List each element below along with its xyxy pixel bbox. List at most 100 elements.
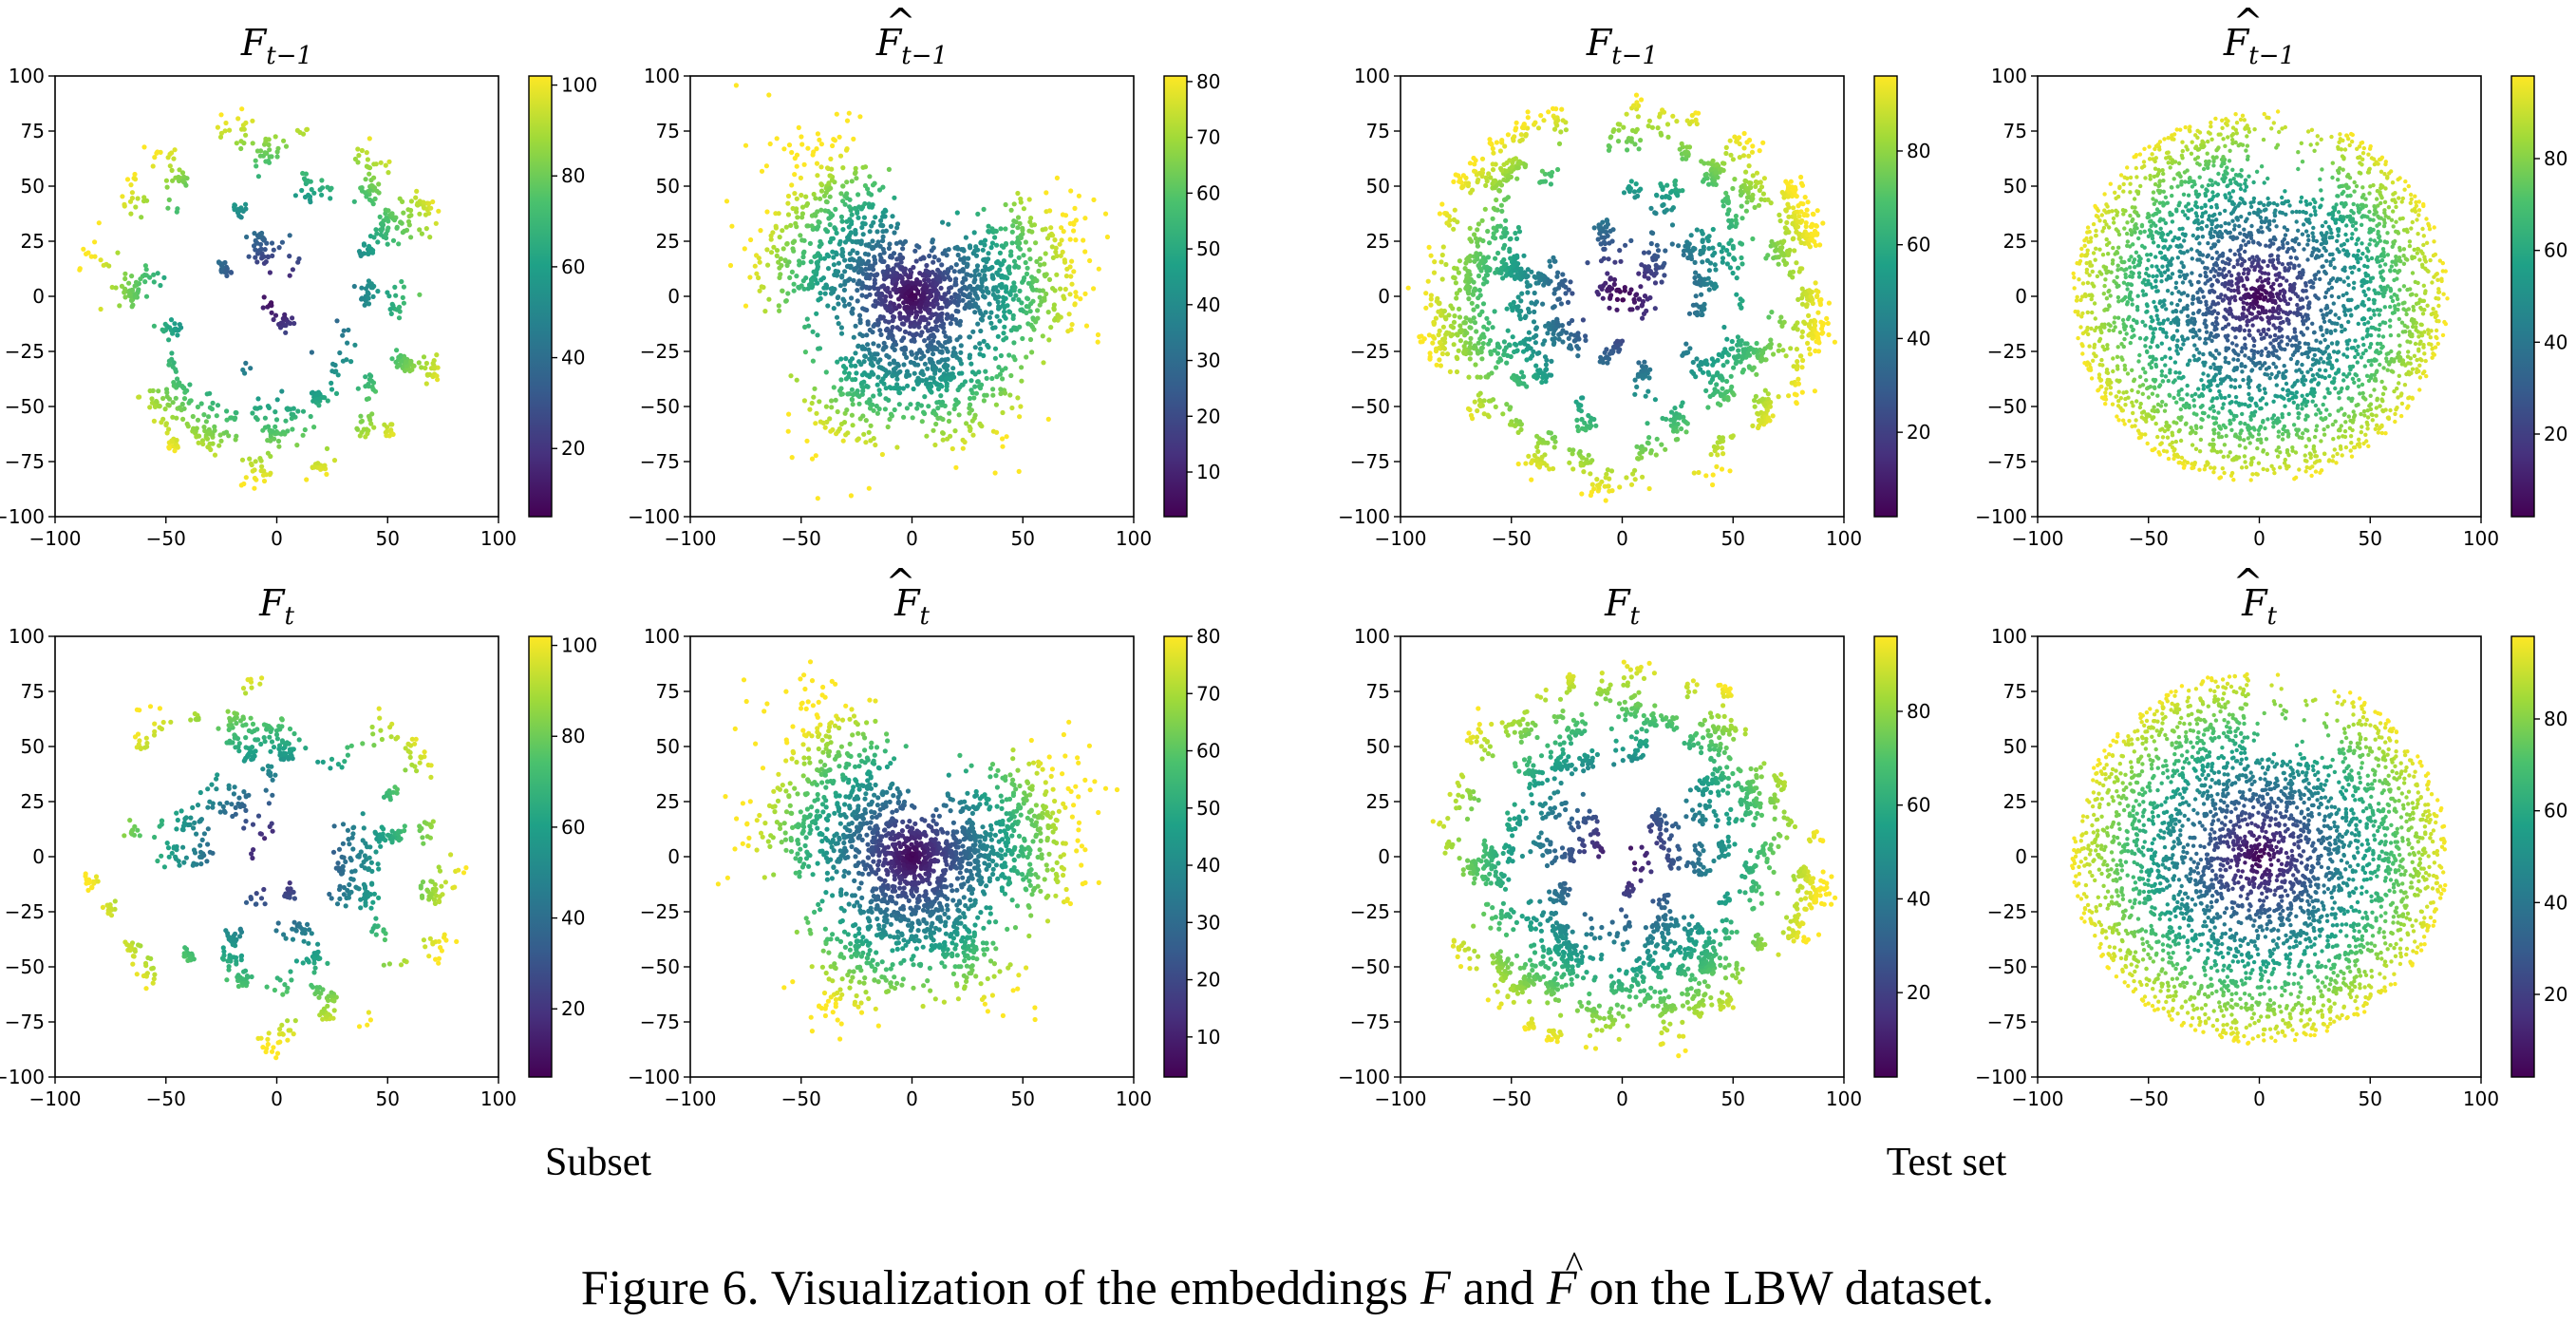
scatter-point bbox=[1805, 199, 1811, 205]
scatter-point bbox=[1060, 249, 1065, 255]
scatter-point bbox=[98, 306, 103, 312]
scatter-point bbox=[743, 142, 749, 148]
scatter-point bbox=[1553, 106, 1559, 112]
scatter-point bbox=[810, 358, 817, 364]
scatter-point bbox=[268, 301, 273, 307]
scatter-point bbox=[850, 306, 856, 312]
scatter-point bbox=[206, 444, 212, 450]
scatter-point bbox=[1005, 303, 1010, 309]
scatter-point bbox=[1523, 313, 1529, 319]
scatter-point bbox=[359, 418, 365, 424]
scatter-point bbox=[1693, 270, 1699, 275]
scatter-point bbox=[869, 223, 874, 229]
scatter-point bbox=[1102, 211, 1109, 217]
scatter-point bbox=[1769, 310, 1775, 315]
scatter-point bbox=[861, 431, 867, 437]
scatter-point bbox=[1654, 192, 1660, 198]
scatter-point bbox=[317, 187, 323, 193]
scatter-point bbox=[356, 153, 362, 159]
scatter-point bbox=[724, 198, 730, 204]
scatter-point bbox=[809, 213, 816, 218]
scatter-point bbox=[1457, 258, 1462, 264]
scatter-point bbox=[1813, 280, 1818, 286]
scatter-point bbox=[367, 171, 372, 177]
scatter-point bbox=[423, 381, 429, 387]
scatter-point bbox=[1444, 331, 1450, 336]
scatter-point bbox=[367, 372, 372, 378]
scatter-point bbox=[1473, 236, 1479, 241]
scatter-point bbox=[1714, 463, 1720, 469]
scatter-point bbox=[1679, 403, 1684, 409]
scatter-point bbox=[1471, 279, 1476, 285]
scatter-point bbox=[1587, 425, 1592, 430]
scatter-point bbox=[788, 373, 794, 379]
scatter-point bbox=[1653, 262, 1659, 268]
scatter-point bbox=[252, 475, 257, 482]
scatter-point bbox=[128, 297, 135, 303]
scatter-point bbox=[1634, 292, 1640, 297]
scatter-point bbox=[1680, 188, 1685, 194]
scatter-point bbox=[174, 209, 179, 215]
scatter-point bbox=[897, 369, 903, 374]
scatter-point bbox=[984, 392, 989, 398]
scatter-point bbox=[837, 425, 843, 432]
scatter-point bbox=[291, 320, 297, 327]
scatter-point bbox=[900, 266, 906, 272]
scatter-point bbox=[309, 350, 314, 355]
scatter-point bbox=[431, 365, 437, 370]
scatter-point bbox=[257, 456, 263, 462]
scatter-point bbox=[275, 438, 282, 444]
scatter-point bbox=[825, 303, 831, 309]
scatter-point bbox=[789, 149, 795, 156]
scatter-point bbox=[951, 346, 957, 351]
scatter-point bbox=[401, 284, 406, 290]
scatter-point bbox=[945, 363, 950, 369]
scatter-point bbox=[266, 160, 273, 165]
scatter-point bbox=[1062, 257, 1067, 263]
scatter-point bbox=[1717, 241, 1722, 248]
scatter-point bbox=[1519, 369, 1525, 375]
scatter-point bbox=[1045, 310, 1051, 315]
scatter-point bbox=[986, 251, 991, 256]
scatter-point bbox=[1501, 351, 1507, 358]
scatter-point bbox=[960, 382, 966, 387]
scatter-point bbox=[1720, 167, 1726, 173]
scatter-point bbox=[1475, 374, 1480, 380]
scatter-point bbox=[1484, 264, 1490, 270]
scatter-point bbox=[415, 200, 421, 206]
scatter-point bbox=[1646, 118, 1652, 123]
scatter-point bbox=[378, 232, 384, 237]
scatter-point bbox=[274, 397, 280, 403]
scatter-point bbox=[934, 381, 940, 387]
scatter-point bbox=[224, 417, 230, 423]
scatter-point bbox=[1716, 351, 1721, 357]
scatter-point bbox=[908, 320, 913, 326]
scatter-point bbox=[757, 259, 762, 265]
scatter-point bbox=[1744, 140, 1750, 145]
scatter-point bbox=[1468, 335, 1474, 341]
scatter-point bbox=[1603, 498, 1608, 503]
scatter-point bbox=[365, 157, 370, 162]
scatter-point bbox=[1017, 240, 1023, 246]
scatter-point bbox=[1538, 461, 1544, 467]
scatter-point bbox=[169, 167, 175, 173]
scatter-point bbox=[136, 394, 141, 400]
scatter-point bbox=[165, 205, 171, 211]
scatter-point bbox=[356, 249, 363, 255]
scatter-point bbox=[358, 253, 364, 258]
scatter-point bbox=[1739, 203, 1744, 209]
scatter-point bbox=[1425, 278, 1431, 284]
scatter-point bbox=[132, 294, 138, 300]
scatter-point bbox=[794, 377, 799, 383]
scatter-point bbox=[1046, 276, 1053, 282]
scatter-point bbox=[846, 224, 852, 230]
scatter-point bbox=[294, 443, 300, 448]
scatter-point bbox=[890, 325, 895, 331]
scatter-point bbox=[1653, 452, 1659, 458]
scatter-point bbox=[1551, 319, 1556, 325]
scatter-point bbox=[173, 395, 179, 401]
scatter-point bbox=[1430, 333, 1436, 339]
scatter-point bbox=[261, 254, 267, 259]
scatter-point bbox=[411, 363, 417, 369]
scatter-point bbox=[1683, 429, 1689, 435]
